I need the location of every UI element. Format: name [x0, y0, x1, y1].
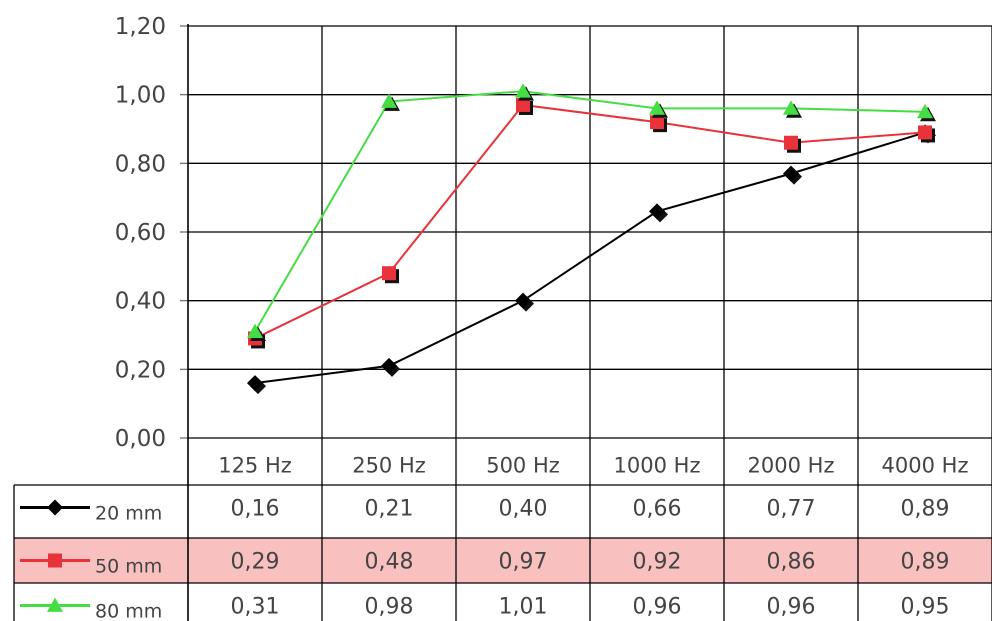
y-tick-label: 1,20 — [115, 14, 166, 40]
data-point-50-mm — [516, 97, 530, 112]
data-label: 0,96 — [633, 595, 682, 620]
legend-label: 80 mm — [95, 601, 162, 621]
data-label: 0,77 — [767, 497, 816, 522]
data-label: 0,40 — [499, 497, 548, 522]
data-point-80-mm — [783, 100, 799, 115]
series-line-50-mm — [254, 103, 926, 340]
legend-marker-20-mm — [47, 499, 63, 516]
data-label: 1,01 — [499, 595, 548, 620]
data-label: 0,97 — [499, 550, 548, 575]
data-label: 0,96 — [767, 595, 816, 620]
data-point-20-mm — [649, 203, 665, 220]
data-label: 0,86 — [767, 550, 816, 575]
data-label: 0,21 — [365, 497, 414, 522]
data-point-20-mm — [247, 375, 263, 392]
legend-marker-80-mm — [47, 597, 63, 612]
x-tick-label: 125 Hz — [218, 454, 292, 478]
data-label: 0,95 — [901, 595, 950, 620]
data-point-80-mm — [381, 93, 397, 108]
data-point-80-mm — [917, 103, 933, 119]
legend-marker-50-mm — [48, 553, 62, 568]
data-label: 0,98 — [365, 595, 414, 620]
x-tick-label: 2000 Hz — [748, 454, 835, 478]
data-point-50-mm — [918, 125, 932, 140]
data-point-20-mm — [783, 165, 799, 182]
data-point-20-mm — [381, 357, 397, 374]
data-label: 0,92 — [633, 550, 682, 575]
x-tick-label: 1000 Hz — [614, 454, 701, 478]
data-point-80-mm — [515, 83, 531, 98]
y-tick-label: 0,80 — [115, 151, 166, 177]
legend-label: 50 mm — [95, 556, 162, 578]
data-point-20-mm — [515, 292, 531, 309]
x-tick-label: 4000 Hz — [882, 454, 969, 478]
data-label: 0,16 — [231, 497, 280, 522]
table-row-highlight — [14, 538, 992, 583]
x-tick-label: 250 Hz — [352, 454, 426, 478]
y-tick-label: 0,40 — [115, 289, 166, 315]
x-tick-label: 500 Hz — [486, 454, 560, 478]
data-point-80-mm — [247, 323, 263, 338]
series-line-20-mm — [254, 131, 926, 385]
data-label: 0,89 — [901, 497, 950, 522]
data-point-50-mm — [784, 135, 798, 150]
legend-label: 20 mm — [95, 503, 162, 525]
data-point-80-mm — [649, 100, 665, 115]
series-line-80-mm — [254, 90, 926, 333]
y-tick-label: 0,20 — [115, 357, 166, 383]
y-tick-label: 1,00 — [115, 83, 166, 109]
data-point-50-mm — [382, 266, 396, 281]
data-point-50-mm — [650, 115, 664, 130]
data-label: 0,89 — [901, 550, 950, 575]
data-label: 0,31 — [231, 595, 280, 620]
y-tick-label: 0,00 — [115, 426, 166, 452]
data-label: 0,48 — [365, 550, 414, 575]
data-label: 0,66 — [633, 497, 682, 522]
y-tick-label: 0,60 — [115, 220, 166, 246]
data-label: 0,29 — [231, 550, 280, 575]
